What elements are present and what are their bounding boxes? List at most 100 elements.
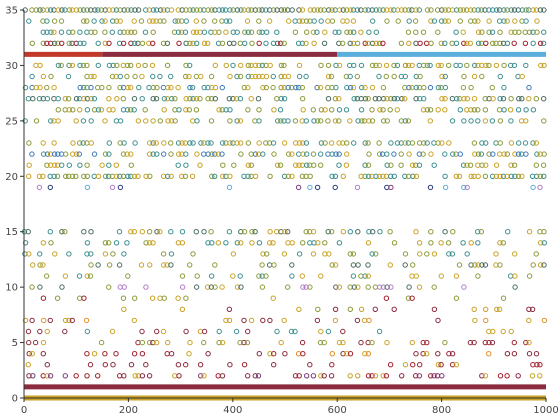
data-point [475, 18, 481, 24]
data-point [516, 140, 522, 146]
data-point [252, 151, 259, 157]
data-point [256, 240, 263, 246]
data-point [500, 40, 507, 46]
data-point [263, 84, 269, 91]
data-point [325, 151, 331, 157]
data-point [51, 118, 57, 124]
data-point [193, 284, 200, 290]
data-point [139, 373, 146, 379]
data-point [36, 96, 43, 102]
data-point [310, 107, 316, 113]
data-point [365, 284, 371, 290]
data-point [110, 362, 116, 368]
data-point [201, 29, 208, 35]
data-point [428, 373, 434, 379]
data-point [496, 107, 503, 113]
data-point [26, 173, 32, 180]
data-point [362, 40, 368, 46]
data-point [102, 7, 109, 13]
data-point [365, 40, 371, 46]
data-point [398, 40, 405, 46]
data-point [383, 62, 390, 69]
data-point [416, 84, 423, 91]
data-point [84, 96, 91, 102]
data-point [150, 96, 156, 102]
data-point [25, 229, 31, 235]
data-point [106, 262, 113, 268]
data-point [442, 96, 448, 102]
data-point [51, 140, 57, 146]
data-point [472, 151, 478, 157]
data-point [442, 107, 448, 113]
data-point [219, 84, 226, 91]
data-point [486, 29, 492, 35]
data-point [421, 96, 427, 102]
data-point [164, 62, 171, 69]
data-point [508, 328, 514, 335]
data-point [25, 96, 32, 102]
data-point [431, 284, 437, 290]
data-point [114, 62, 120, 69]
data-point [223, 317, 229, 324]
data-point [303, 40, 309, 46]
data-point [504, 151, 510, 157]
data-point [416, 240, 423, 246]
data-point [193, 73, 200, 80]
data-point [446, 251, 452, 257]
data-point [154, 151, 160, 157]
data-point [347, 7, 354, 13]
data-point [91, 351, 98, 357]
data-point [95, 62, 102, 69]
data-point [245, 162, 252, 168]
data-point [220, 162, 226, 168]
data-point [172, 18, 178, 24]
data-point [266, 18, 273, 24]
data-point [183, 151, 189, 157]
data-point [413, 96, 419, 102]
data-point [212, 173, 218, 180]
data-point [512, 18, 518, 24]
data-point [105, 173, 112, 180]
data-point [343, 73, 350, 80]
data-point [139, 351, 146, 357]
data-point [328, 73, 335, 80]
data-point [295, 184, 302, 191]
data-point [402, 251, 409, 257]
data-point [201, 84, 207, 91]
data-point [238, 7, 244, 13]
data-point [120, 96, 127, 102]
data-point [431, 18, 438, 24]
data-point [182, 140, 189, 146]
data-point [267, 229, 273, 235]
data-point [66, 40, 72, 46]
data-point [526, 7, 532, 13]
data-point [44, 373, 51, 379]
data-point [248, 173, 254, 180]
data-point [237, 273, 243, 279]
data-point [70, 107, 76, 113]
data-point [84, 7, 90, 13]
data-point [150, 140, 156, 146]
data-point [409, 162, 416, 168]
data-point [70, 151, 76, 157]
data-point [482, 262, 489, 268]
data-point [176, 40, 182, 46]
data-point [237, 339, 243, 346]
data-point [128, 29, 134, 35]
data-point [132, 295, 138, 301]
data-point [139, 96, 145, 102]
data-point [208, 140, 214, 146]
data-point [252, 173, 259, 180]
data-point [299, 40, 306, 46]
data-point [511, 339, 517, 346]
data-point [534, 151, 540, 157]
data-point [189, 173, 196, 180]
data-point [402, 118, 409, 124]
data-point [322, 240, 328, 246]
data-point [417, 73, 423, 80]
data-point [66, 317, 72, 324]
data-point [355, 118, 361, 124]
data-point [150, 240, 156, 246]
data-point [84, 273, 91, 279]
data-point [351, 284, 358, 290]
